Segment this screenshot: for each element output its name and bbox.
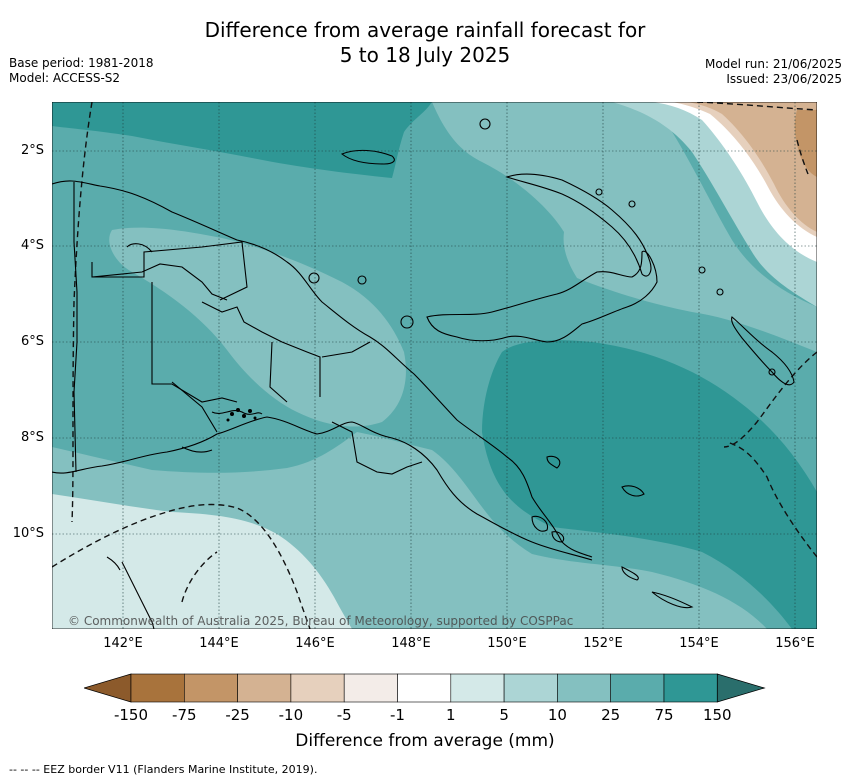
colorbar-title: Difference from average (mm) xyxy=(295,731,555,751)
colorbar-tick-label: 150 xyxy=(702,706,732,724)
longitude-label-146e: 146°E xyxy=(295,636,335,651)
latitude-label-6s: 6°S xyxy=(20,334,44,349)
latitude-label-4s: 4°S xyxy=(20,238,44,253)
title-line-1: Difference from average rainfall forecas… xyxy=(204,18,646,42)
base-period-text: Base period: 1981-2018 xyxy=(9,56,154,70)
anomaly-band-75-150-east xyxy=(482,340,817,629)
colorbar-cell xyxy=(184,673,238,703)
colorbar-tick-label: -150 xyxy=(113,706,149,724)
colorbar xyxy=(84,673,766,703)
colorbar-tick-label: 75 xyxy=(654,706,674,724)
colorbar-tick-label: 5 xyxy=(499,706,509,724)
anomaly-band-5-10-central xyxy=(109,227,406,427)
anomaly-band-minus10-minus5 xyxy=(687,102,817,232)
model-name-text: Model: ACCESS-S2 xyxy=(9,71,121,85)
colorbar-tick-label: 1 xyxy=(446,706,456,724)
longitude-label-152e: 152°E xyxy=(583,636,623,651)
colorbar-cell xyxy=(663,673,718,703)
run-info: Model run: 21/06/2025 Issued: 23/06/2025 xyxy=(705,57,842,87)
colorbar-tick-label: -10 xyxy=(278,706,304,724)
lake-cluster xyxy=(226,408,257,422)
eez-borders xyxy=(52,102,817,629)
gridlines xyxy=(52,102,817,629)
colorbar-tick-label: 25 xyxy=(601,706,621,724)
anomaly-band-1-5-north-east xyxy=(612,102,817,307)
colorbar-cell xyxy=(397,673,452,703)
colorbar-cell xyxy=(610,673,665,703)
anomaly-band-minus25-minus10 xyxy=(794,110,817,177)
colorbar-cell xyxy=(130,673,185,703)
model-info: Base period: 1981-2018 Model: ACCESS-S2 xyxy=(9,56,154,86)
longitude-label-150e: 150°E xyxy=(487,636,527,651)
anomaly-band-1-5-south-west xyxy=(52,494,352,629)
eez-footnote: -- -- -- EEZ border V11 (Flanders Marine… xyxy=(9,763,318,776)
longitude-label-154e: 154°E xyxy=(679,636,719,651)
colorbar-cell xyxy=(290,673,345,703)
longitude-label-148e: 148°E xyxy=(391,636,431,651)
colorbar-tick-label: -1 xyxy=(390,706,405,724)
colorbar-tick-label: -25 xyxy=(225,706,250,724)
latitude-label-2s: 2°S xyxy=(20,143,44,158)
model-run-text: Model run: 21/06/2025 xyxy=(704,57,842,71)
colorbar-cell xyxy=(343,673,398,703)
colorbar-cell xyxy=(557,673,611,703)
colorbar-arrow-high xyxy=(716,673,766,703)
copyright-credit: © Commonwealth of Australia 2025, Bureau… xyxy=(68,614,574,628)
issued-text: Issued: 23/06/2025 xyxy=(726,72,842,86)
colorbar-cell xyxy=(450,673,505,703)
colorbar-arrow-low xyxy=(84,673,132,703)
colorbar-tick-label: -75 xyxy=(172,706,197,724)
latitude-label-10s: 10°S xyxy=(12,526,44,541)
colorbar-cell xyxy=(237,673,292,703)
longitude-label-156e: 156°E xyxy=(775,636,815,651)
longitude-label-142e: 142°E xyxy=(103,636,143,651)
map-title: Difference from average rainfall forecas… xyxy=(0,18,850,68)
colorbar-cell xyxy=(503,673,558,703)
colorbar-tick-label: 10 xyxy=(547,706,567,724)
rainfall-anomaly-map xyxy=(52,102,817,629)
longitude-label-144e: 144°E xyxy=(199,636,239,651)
colorbar-tick-label: -5 xyxy=(336,706,352,724)
coastlines xyxy=(52,118,795,629)
anomaly-band-75-150-north xyxy=(52,102,432,178)
title-line-2: 5 to 18 July 2025 xyxy=(339,43,511,67)
latitude-label-8s: 8°S xyxy=(20,430,44,445)
